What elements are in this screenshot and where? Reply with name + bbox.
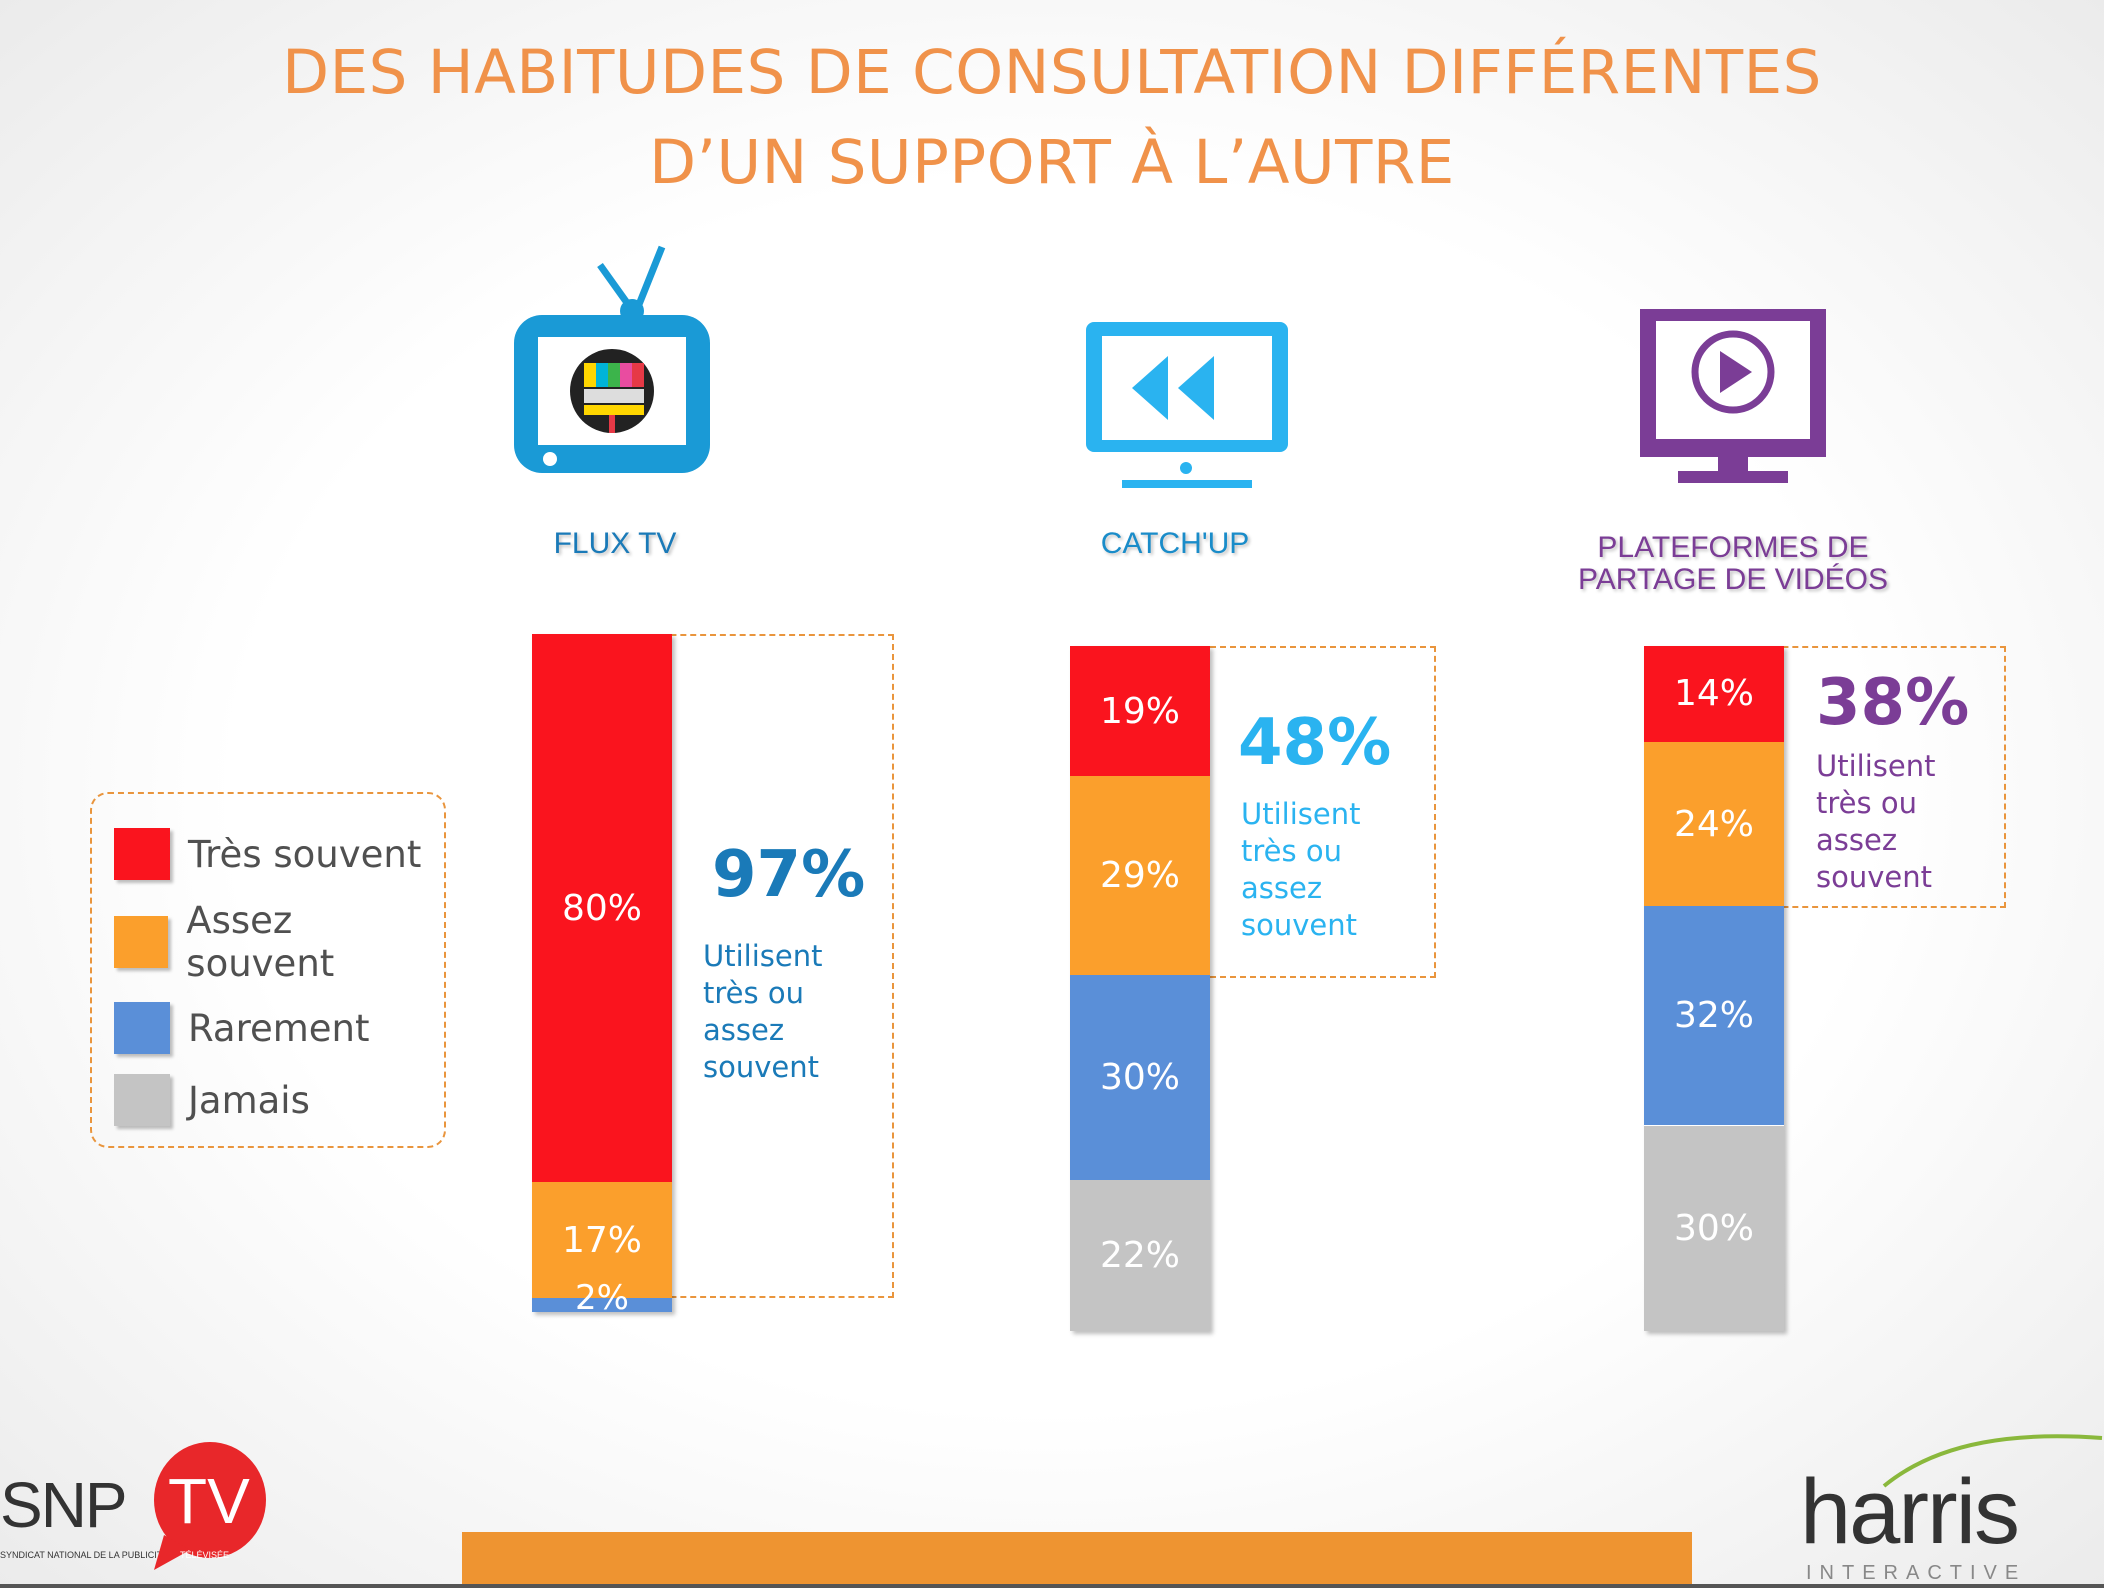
snp-text: SNP	[0, 1469, 128, 1541]
legend-item-tres-souvent: Très souvent	[114, 824, 421, 884]
data-label-catchup-tres-souvent: 19%	[1099, 690, 1180, 732]
stacked-bar-plateformes: 14% 24% 32% 30%	[1644, 646, 1784, 1331]
tv-subtitle: TÉLÉVISÉE	[180, 1550, 230, 1560]
category-label-plateformes-line1: PLATEFORMES DE	[1597, 531, 1869, 564]
data-label-catchup-assez-souvent: 29%	[1099, 854, 1180, 896]
usage-text-plateformes: Utilisent très ou assez souvent	[1816, 749, 1936, 894]
legend-swatch-jamais	[114, 1074, 170, 1126]
legend-swatch-rarement	[114, 1002, 170, 1054]
bar-segment-flux-tv-tres-souvent: 80%	[532, 634, 672, 1182]
snptv-logo: SNP SYNDICAT NATIONAL DE LA PUBLICITÉ TV…	[0, 1440, 280, 1580]
footer-bar	[462, 1532, 1692, 1588]
bar-segment-plateformes-tres-souvent: 14%	[1644, 646, 1784, 742]
snp-subtitle: SYNDICAT NATIONAL DE LA PUBLICITÉ	[0, 1550, 169, 1560]
usage-text-flux-tv: Utilisent très ou assez souvent	[703, 939, 823, 1084]
harris-logo: harris INTERACTIVE	[1800, 1430, 2104, 1588]
data-label-plateformes-assez-souvent: 24%	[1673, 803, 1754, 845]
harris-swoosh-icon	[1882, 1434, 2103, 1488]
harris-subtitle: INTERACTIVE	[1806, 1562, 2027, 1584]
title-line-2: D’UN SUPPORT À L’AUTRE	[649, 127, 1455, 198]
category-label-plateformes: PLATEFORMES DE PARTAGE DE VIDÉOS	[1548, 532, 1918, 596]
bar-segment-catchup-rarement: 30%	[1070, 974, 1210, 1181]
legend-swatch-assez-souvent	[114, 916, 169, 968]
legend: Très souvent Assez souvent Rarement Jama…	[90, 792, 446, 1148]
category-label-plateformes-line2: PARTAGE DE VIDÉOS	[1577, 563, 1889, 596]
category-label-catchup: CATCH'UP	[1100, 527, 1250, 560]
total-pct-plateformes: 38%	[1816, 666, 1970, 740]
total-pct-catchup: 48%	[1238, 706, 1392, 780]
legend-item-rarement: Rarement	[114, 998, 370, 1058]
tv-icon	[514, 245, 710, 473]
category-label-flux-tv: FLUX TV	[553, 527, 677, 560]
usage-text-catchup: Utilisent très ou assez souvent	[1241, 797, 1361, 942]
page-title: DES HABITUDES DE CONSULTATION DIFFÉRENTE…	[0, 28, 2104, 208]
bar-segment-catchup-tres-souvent: 19%	[1070, 646, 1210, 777]
data-label-plateformes-jamais: 30%	[1673, 1207, 1754, 1249]
data-label-flux-tv-tres-souvent: 80%	[561, 887, 642, 929]
data-label-catchup-jamais: 22%	[1099, 1235, 1180, 1277]
legend-item-jamais: Jamais	[114, 1070, 310, 1130]
bar-segment-flux-tv-rarement: 2%	[532, 1278, 672, 1318]
data-label-catchup-rarement: 30%	[1099, 1057, 1180, 1099]
play-monitor-icon	[1640, 309, 1826, 483]
harris-text: harris	[1800, 1461, 2020, 1563]
data-label-flux-tv-rarement: 2%	[575, 1278, 629, 1319]
data-label-flux-tv-assez-souvent: 17%	[561, 1219, 642, 1261]
data-label-plateformes-tres-souvent: 14%	[1673, 673, 1754, 715]
bar-segment-plateformes-rarement: 32%	[1644, 906, 1784, 1126]
legend-label-rarement: Rarement	[188, 1006, 370, 1050]
bar-segment-plateformes-assez-souvent: 24%	[1644, 741, 1784, 907]
legend-item-assez-souvent: Assez souvent	[114, 899, 444, 985]
bar-segment-plateformes-jamais: 30%	[1644, 1125, 1784, 1331]
stacked-bar-flux-tv: 80% 17% 2%	[532, 634, 672, 1318]
tv-speech-bubble-icon	[154, 1442, 266, 1570]
legend-label-jamais: Jamais	[188, 1078, 310, 1122]
rewind-monitor-icon	[1086, 322, 1288, 488]
stacked-bar-catchup: 19% 29% 30% 22%	[1070, 646, 1210, 1331]
bar-segment-catchup-assez-souvent: 29%	[1070, 776, 1210, 975]
title-line-1: DES HABITUDES DE CONSULTATION DIFFÉRENTE…	[282, 37, 1822, 108]
total-pct-flux-tv: 97%	[712, 838, 866, 912]
tv-text: TV	[168, 1465, 250, 1537]
bottom-border	[0, 1584, 2104, 1588]
data-label-plateformes-rarement: 32%	[1673, 995, 1754, 1037]
legend-label-assez-souvent: Assez souvent	[186, 899, 335, 985]
legend-label-tres-souvent: Très souvent	[188, 832, 422, 876]
legend-swatch-tres-souvent	[114, 828, 170, 880]
bar-segment-catchup-jamais: 22%	[1070, 1180, 1210, 1331]
bar-segment-flux-tv-assez-souvent: 17%	[532, 1182, 672, 1299]
